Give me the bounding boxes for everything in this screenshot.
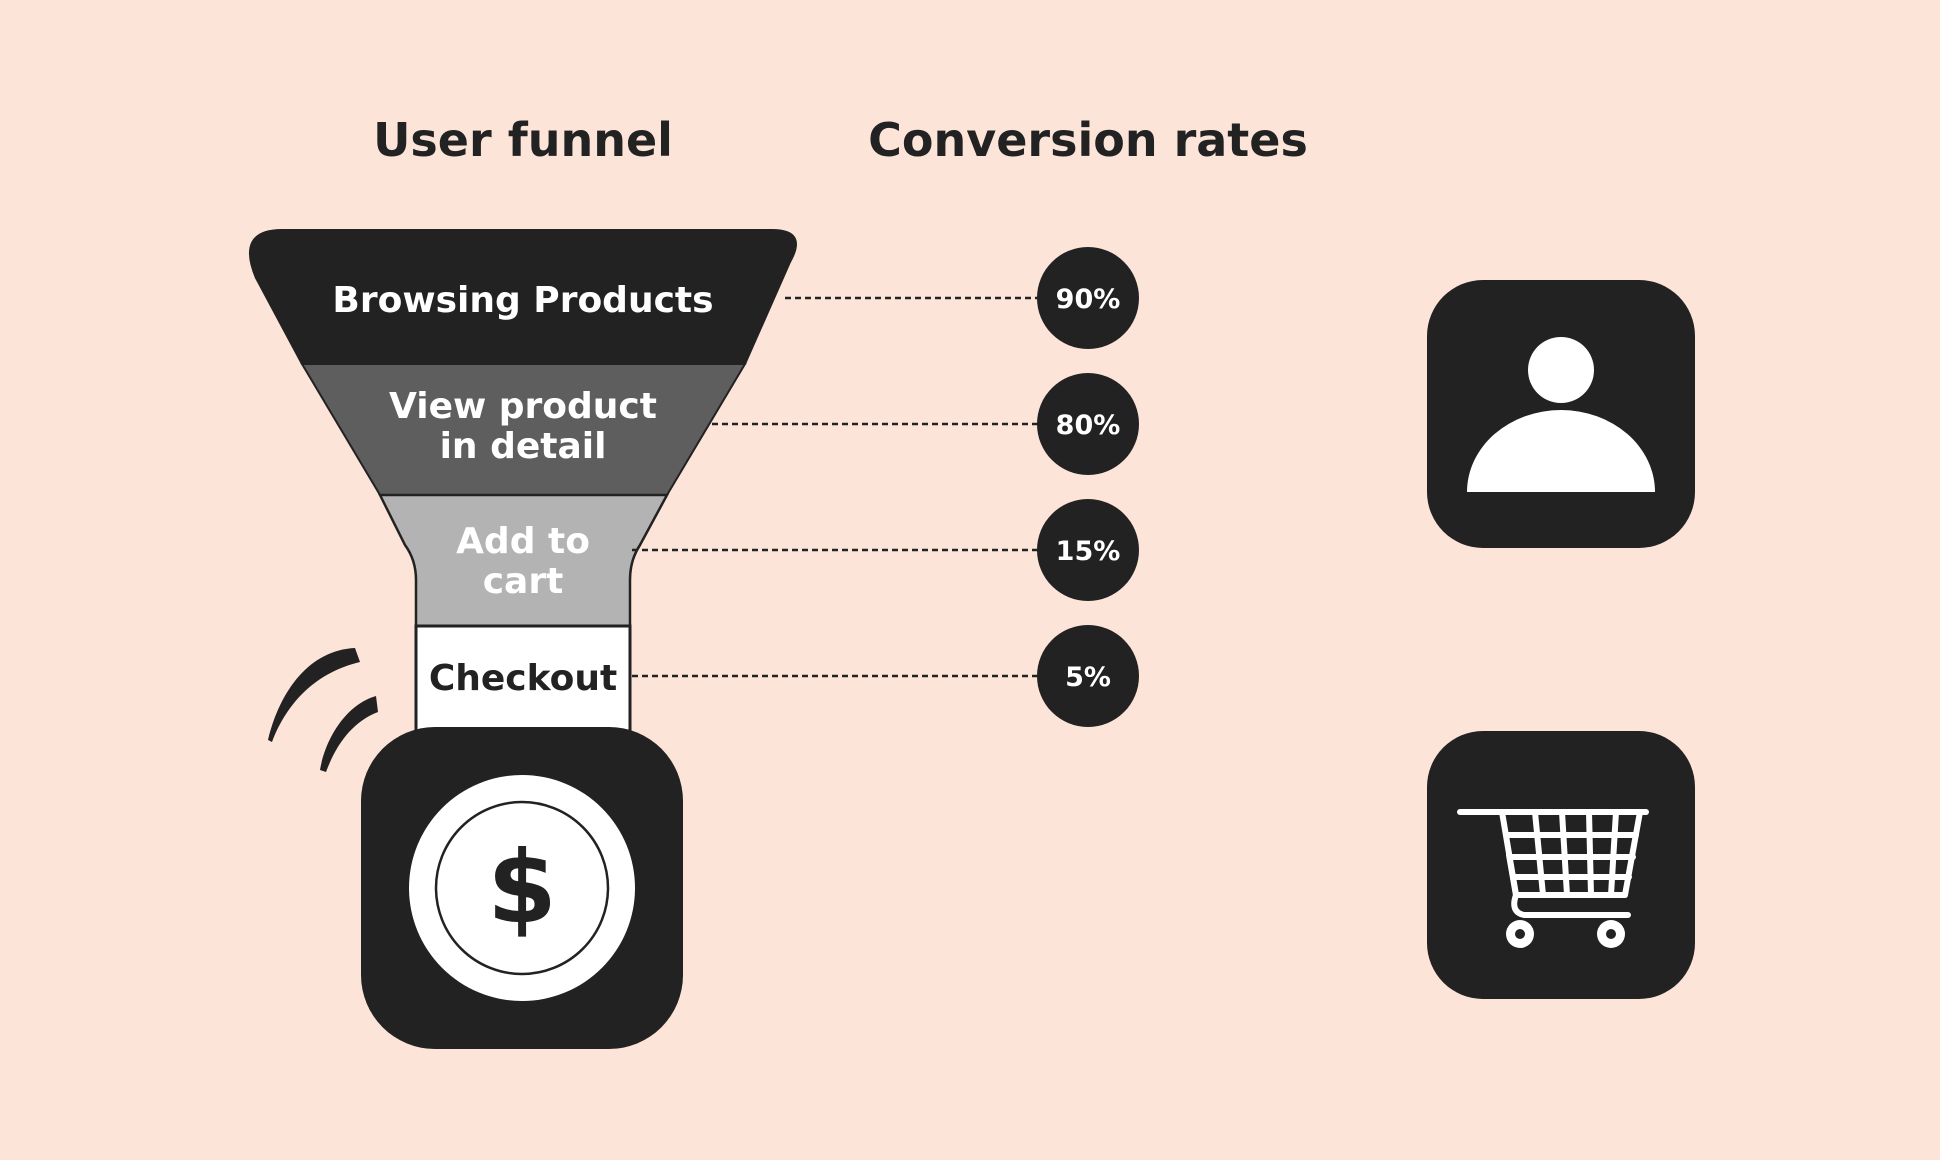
stage-label-add-to-cart-line2: cart [483, 561, 564, 602]
stage-label-add-to-cart-line1: Add to [456, 521, 590, 562]
stage-label-view-detail-line1: View product [389, 386, 657, 427]
user-profile-icon [1427, 280, 1695, 548]
rate-value-view-detail: 80% [1056, 410, 1121, 441]
rate-value-browsing: 90% [1056, 284, 1121, 315]
stage-label-view-detail-line2: in detail [440, 426, 607, 467]
conversion-rates-heading: Conversion rates [868, 113, 1308, 167]
stage-label-checkout: Checkout [429, 658, 617, 699]
shopping-cart-icon [1427, 731, 1695, 999]
rate-badge-checkout: 5% [1037, 625, 1139, 727]
funnel-heading: User funnel [373, 113, 673, 167]
rate-badge-add-to-cart: 15% [1037, 499, 1139, 601]
motion-arcs-icon [268, 648, 378, 772]
rate-value-checkout: 5% [1065, 662, 1111, 693]
rate-badge-browsing: 90% [1037, 247, 1139, 349]
stage-label-browsing: Browsing Products [332, 280, 713, 321]
rate-badge-view-detail: 80% [1037, 373, 1139, 475]
rate-value-add-to-cart: 15% [1056, 536, 1121, 567]
funnel [248, 229, 797, 734]
funnel-stage-checkout [414, 624, 632, 734]
dollar-glyph: $ [487, 829, 557, 946]
dollar-coin-icon: $ [361, 727, 683, 1049]
